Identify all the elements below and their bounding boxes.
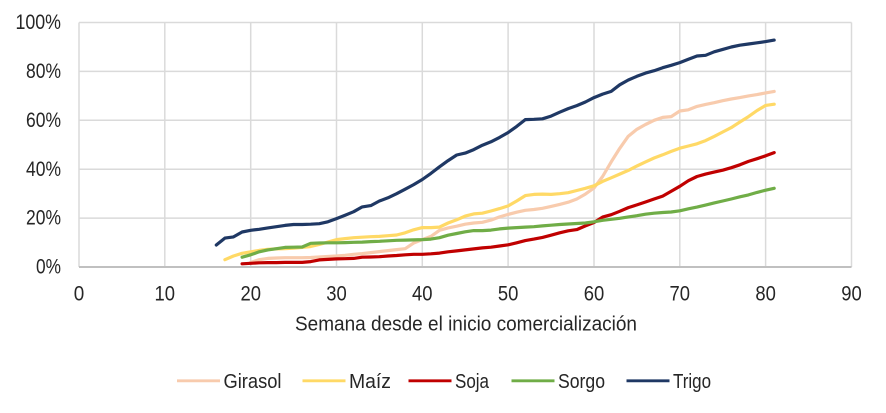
svg-text:40%: 40% <box>26 158 61 181</box>
svg-text:100%: 100% <box>16 11 62 34</box>
svg-text:90: 90 <box>841 283 862 306</box>
svg-text:Maíz: Maíz <box>349 371 391 393</box>
svg-text:Soja: Soja <box>455 371 490 393</box>
svg-text:80%: 80% <box>26 60 61 83</box>
svg-text:Girasol: Girasol <box>224 371 282 393</box>
svg-text:10: 10 <box>155 283 176 306</box>
svg-text:Semana desde el inicio comerci: Semana desde el inicio comercialización <box>295 313 637 336</box>
svg-text:20%: 20% <box>26 207 61 230</box>
svg-text:50: 50 <box>498 283 519 306</box>
svg-text:0: 0 <box>74 283 85 306</box>
svg-text:Sorgo: Sorgo <box>558 371 605 393</box>
svg-text:40: 40 <box>412 283 433 306</box>
svg-text:0%: 0% <box>36 256 61 279</box>
svg-text:20: 20 <box>240 283 261 306</box>
svg-text:Trigo: Trigo <box>673 371 711 393</box>
svg-text:60: 60 <box>584 283 605 306</box>
svg-text:80: 80 <box>755 283 776 306</box>
svg-text:70: 70 <box>670 283 691 306</box>
svg-text:30: 30 <box>326 283 347 306</box>
svg-text:60%: 60% <box>26 109 61 132</box>
